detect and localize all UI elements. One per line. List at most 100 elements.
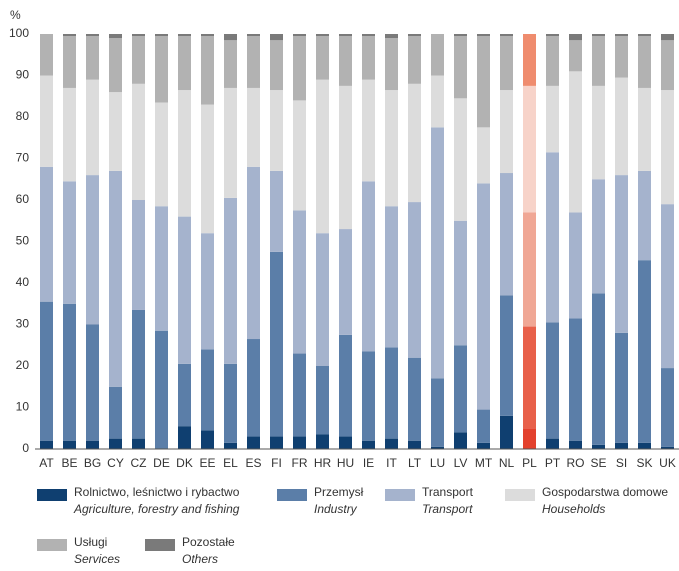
bar-segment [362, 79, 375, 182]
bar-segment [63, 36, 76, 88]
bar-segment [270, 436, 283, 449]
bar-segment [638, 170, 651, 261]
bar-segment [247, 339, 260, 437]
x-tick-label: SI [616, 456, 627, 470]
y-tick-label: 40 [16, 275, 30, 289]
bar-segment [224, 197, 237, 364]
bar-segment [615, 332, 628, 443]
bar-segment [201, 104, 214, 234]
bar-segment [339, 85, 352, 230]
bar-segment [224, 363, 237, 443]
bar-segment [385, 438, 398, 449]
legend-swatch [145, 539, 175, 551]
bar-segment [132, 200, 145, 310]
bar-segment [408, 357, 421, 441]
legend-swatch [505, 489, 535, 501]
bar-segment [293, 436, 306, 449]
bar-segment [109, 92, 122, 171]
bar-segment [132, 36, 145, 84]
bar-segment [86, 175, 99, 325]
bar-segment [339, 229, 352, 335]
bar-segment [224, 442, 237, 449]
bar-segment [431, 127, 444, 379]
bar-segment [316, 34, 329, 37]
bar-segment [201, 430, 214, 449]
x-tick-label: BE [61, 456, 77, 470]
legend-swatch [37, 539, 67, 551]
x-tick-label: NL [499, 456, 515, 470]
bar-segment [638, 87, 651, 171]
bar-segment [362, 440, 375, 449]
bar-segment [638, 260, 651, 443]
bar-segment [638, 442, 651, 449]
x-tick-label: FR [292, 456, 308, 470]
bar-segment [454, 220, 467, 346]
bar-segment [293, 353, 306, 437]
bar-segment [477, 127, 490, 184]
x-tick-label: CZ [131, 456, 147, 470]
bar-segment [155, 102, 168, 207]
bar-segment [201, 36, 214, 105]
bar-segment [339, 34, 352, 37]
x-tick-label: LU [430, 456, 445, 470]
bar-segment [661, 90, 674, 205]
bar-segment [316, 434, 329, 449]
bar-segment [592, 444, 605, 449]
bar-segment [385, 34, 398, 39]
bar-segment [523, 85, 536, 213]
bar-segment [615, 442, 628, 449]
legend-label-en: Industry [314, 502, 358, 516]
bar-segment [592, 293, 605, 445]
y-tick-label: 90 [16, 68, 30, 82]
bar-segment [431, 34, 444, 76]
y-tick-label: 20 [16, 358, 30, 372]
legend-swatch [277, 489, 307, 501]
bar-segment [615, 34, 628, 37]
x-tick-label: SE [590, 456, 606, 470]
bar-segment [293, 100, 306, 211]
bar-segment [63, 181, 76, 304]
legend-label-en: Agriculture, forestry and fishing [73, 502, 240, 516]
bar-segment [500, 295, 513, 416]
bar-segment [615, 36, 628, 78]
bar-segment [339, 36, 352, 86]
bar-segment [362, 181, 375, 352]
bar-segment [316, 366, 329, 435]
x-tick-label: EE [199, 456, 215, 470]
bar-segment [569, 440, 582, 449]
bar-segment [615, 77, 628, 176]
y-tick-label: 80 [16, 109, 30, 123]
bar-segment [178, 90, 191, 217]
bar-segment [109, 34, 122, 39]
bar-segment [293, 210, 306, 354]
bar-segment [270, 90, 283, 171]
bar-segment [477, 36, 490, 128]
bar-segment [86, 324, 99, 441]
bar-segment [523, 326, 536, 429]
bar-segment [40, 75, 53, 167]
bar-segment [247, 166, 260, 340]
bar-segment [86, 440, 99, 449]
y-tick-label: 0 [22, 441, 29, 455]
bar-segment [523, 212, 536, 327]
bar-segment [178, 426, 191, 449]
x-tick-label: HR [314, 456, 332, 470]
bar-segment [638, 36, 651, 88]
bar-segment [293, 36, 306, 101]
bar-segment [132, 438, 145, 449]
bar-segment [178, 363, 191, 427]
legend-label: Przemysł [314, 485, 364, 499]
bar-segment [293, 34, 306, 37]
bar-segment [362, 36, 375, 80]
bar-segment [408, 34, 421, 37]
x-tick-label: DK [176, 456, 193, 470]
bar-segment [178, 36, 191, 91]
bar-segment [454, 36, 467, 99]
bar-segment [63, 440, 76, 449]
y-tick-label: 60 [16, 192, 30, 206]
bar-segment [454, 432, 467, 449]
x-tick-label: CY [107, 456, 124, 470]
bar-segment [247, 436, 260, 449]
legend-label: Transport [422, 485, 474, 499]
